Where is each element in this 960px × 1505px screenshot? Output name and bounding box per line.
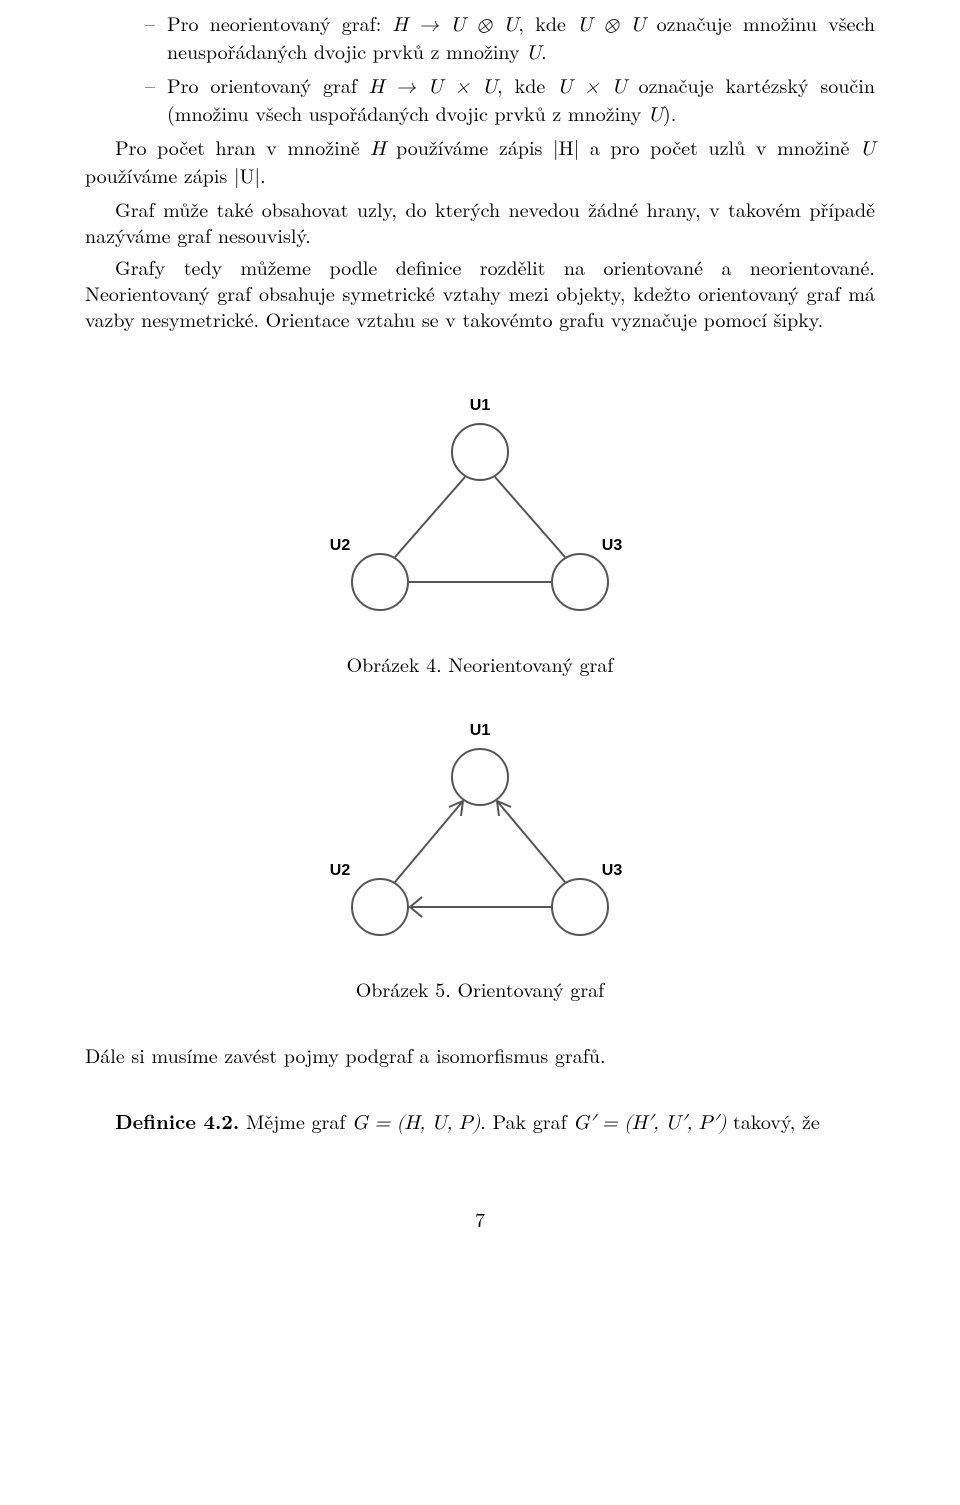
definition-label: Definice 4.2. — [115, 1106, 239, 1135]
math: H → U ⊗ U — [393, 15, 519, 35]
list-item: Pro neorientovaný graf: H → U ⊗ U, kde U… — [145, 10, 875, 66]
node-label-u3: U3 — [602, 537, 623, 554]
text: . Pak graf — [480, 1106, 573, 1135]
math: H → U × U — [369, 77, 497, 97]
figure-4: U1 U2 U3 — [85, 392, 875, 637]
text: . — [260, 160, 266, 189]
text: takový, že — [726, 1106, 819, 1135]
page: Pro neorientovaný graf: H → U ⊗ U, kde U… — [0, 0, 960, 1272]
definition-list: Pro neorientovaný graf: H → U ⊗ U, kde U… — [85, 10, 875, 128]
text: Mějme graf — [239, 1106, 352, 1135]
text: ). — [663, 98, 676, 127]
edge-u2-u1 — [395, 801, 463, 882]
paragraph: Grafy tedy můžeme podle definice rozděli… — [85, 254, 875, 332]
node-u2 — [352, 879, 408, 935]
node-u3 — [552, 879, 608, 935]
text: a pro počet uzlů v množině — [579, 132, 860, 161]
node-label-u1: U1 — [470, 722, 491, 739]
math: |H| — [553, 139, 579, 159]
math: U — [648, 105, 663, 125]
math: U ⊗ U — [577, 15, 645, 35]
node-u1 — [452, 424, 508, 480]
text: Pro počet hran v množině — [115, 132, 370, 161]
text: používáme zápis — [85, 160, 234, 189]
node-label-u3: U3 — [602, 862, 623, 879]
edge-u1-u3 — [495, 477, 565, 557]
list-item: Pro orientovaný graf H → U × U, kde U × … — [145, 72, 875, 128]
math: U × U — [557, 77, 626, 97]
figure-5: U1 U2 U3 — [85, 717, 875, 962]
definition-4-2: Definice 4.2. Mějme graf G = (H, U, P). … — [85, 1108, 875, 1136]
paragraph: Graf může také obsahovat uzly, do kterýc… — [85, 196, 875, 248]
text: , kde — [497, 70, 557, 99]
math: H — [370, 139, 385, 159]
node-u1 — [452, 749, 508, 805]
text: , kde — [518, 8, 577, 37]
text: používáme zápis — [385, 132, 553, 161]
text: Pro neorientovaný graf: — [167, 8, 393, 37]
directed-graph-svg: U1 U2 U3 — [300, 717, 660, 957]
page-number: 7 — [85, 1206, 875, 1232]
paragraph: Pro počet hran v množině H používáme záp… — [85, 134, 875, 190]
math: G′ = (H′, U′, P′) — [573, 1113, 726, 1133]
paragraph: Dále si musíme zavést pojmy podgraf a is… — [85, 1042, 875, 1068]
math: |U| — [234, 167, 260, 187]
figure-4-caption: Obrázek 4. Neorientovaný graf — [85, 651, 875, 677]
edge-u1-u2 — [395, 477, 465, 557]
math: U — [526, 43, 541, 63]
node-label-u2: U2 — [330, 862, 351, 879]
undirected-graph-svg: U1 U2 U3 — [300, 392, 660, 632]
math: G = (H, U, P) — [352, 1113, 480, 1133]
node-label-u1: U1 — [470, 397, 491, 414]
node-u2 — [352, 554, 408, 610]
text: . — [541, 36, 547, 65]
text: Pro orientovaný graf — [167, 70, 369, 99]
node-label-u2: U2 — [330, 537, 351, 554]
math: U — [860, 139, 875, 159]
figure-5-caption: Obrázek 5. Orientovaný graf — [85, 976, 875, 1002]
edge-u3-u1 — [497, 801, 565, 882]
node-u3 — [552, 554, 608, 610]
